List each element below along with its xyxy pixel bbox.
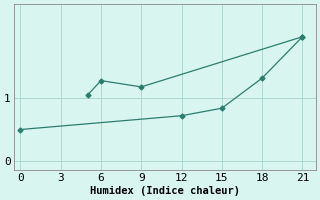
- X-axis label: Humidex (Indice chaleur): Humidex (Indice chaleur): [90, 186, 240, 196]
